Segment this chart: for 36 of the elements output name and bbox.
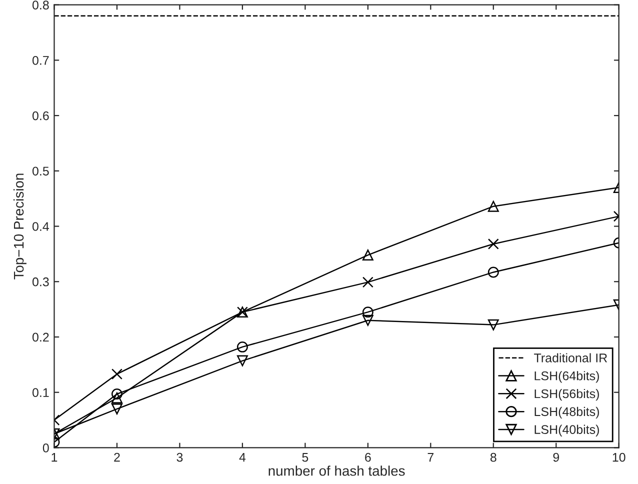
x-tick-label: 3	[176, 452, 183, 462]
y-tick-label: 0.7	[32, 56, 49, 65]
point	[362, 250, 374, 261]
y-tick-label: 0.8	[32, 0, 49, 10]
x-tick-label: 10	[612, 452, 626, 462]
x-tick-label: 8	[490, 452, 496, 462]
point	[488, 319, 499, 330]
point	[488, 200, 499, 212]
x-axis-title: number of hash tables	[268, 466, 405, 476]
y-tick-label: 0.4	[32, 222, 50, 231]
y-tick-label: 0.1	[32, 388, 49, 397]
x-tick-label: 2	[114, 452, 120, 462]
legend-label: Traditional IR	[534, 353, 608, 362]
point	[236, 355, 248, 366]
x-tick-label: 7	[428, 453, 434, 462]
point	[488, 238, 499, 250]
x-tick-label: 6	[365, 452, 371, 462]
y-tick-label: 0.2	[32, 332, 49, 342]
y-axis-title: Top−10 Precision	[13, 174, 26, 280]
x-tick-label: 1	[52, 453, 58, 462]
y-tick-label: 0.6	[32, 111, 49, 120]
y-tick-label: 0.5	[32, 166, 49, 176]
x-tick-label: 5	[302, 453, 308, 462]
point	[362, 314, 374, 326]
x-tick-label: 9	[553, 452, 560, 462]
y-tick-label: 0.3	[32, 277, 49, 286]
point	[236, 341, 248, 352]
x-tick-label: 4	[239, 453, 246, 462]
legend-label: LSH(56bits)	[534, 388, 599, 401]
legend-label: LSH(40bits)	[534, 424, 599, 436]
point	[488, 266, 499, 278]
point	[362, 276, 374, 288]
point	[362, 306, 374, 318]
y-tick-label: 0	[42, 444, 49, 452]
legend-label: LSH(48bits)	[534, 406, 599, 419]
legend-label: LSH(64bits)	[534, 371, 599, 383]
